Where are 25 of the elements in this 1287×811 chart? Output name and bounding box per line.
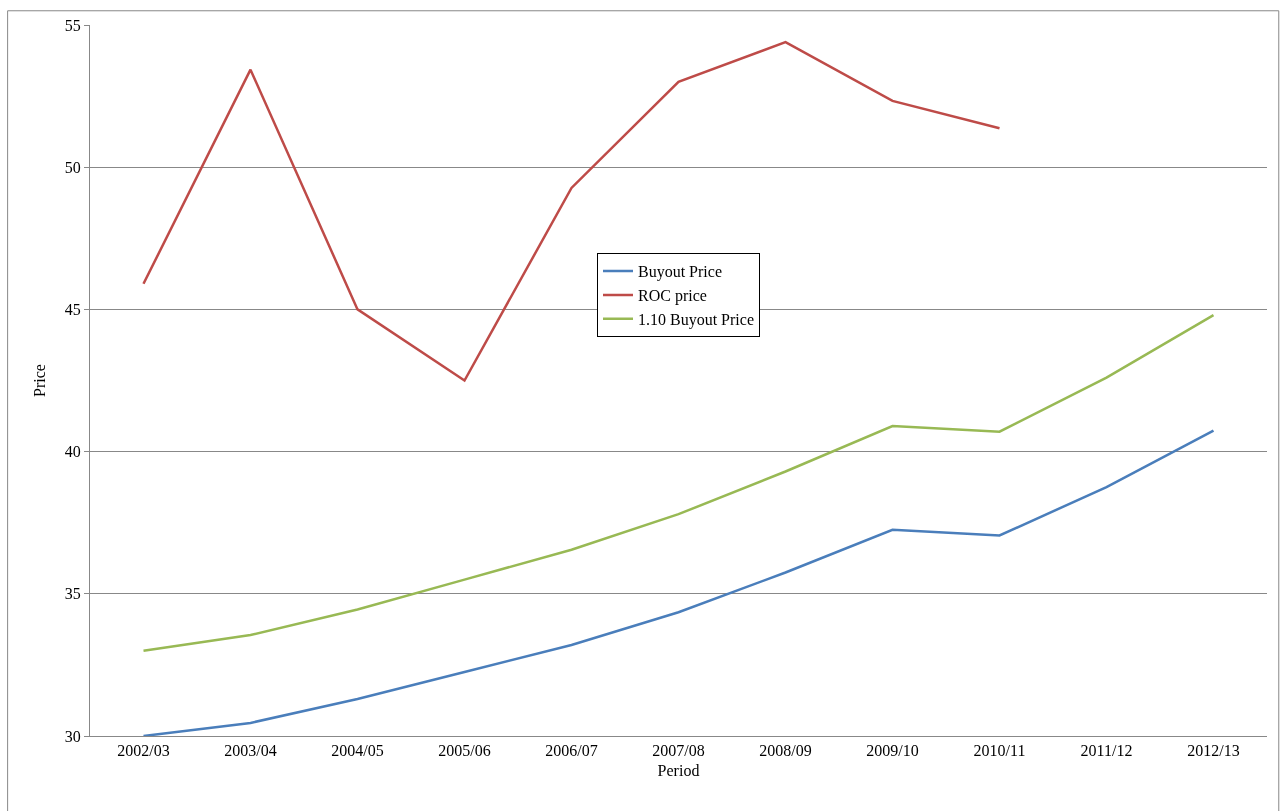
- legend-label: ROC price: [638, 287, 707, 306]
- legend-label: 1.10 Buyout Price: [638, 310, 754, 329]
- y-axis-title: Price: [30, 364, 48, 397]
- y-tick-label: 55: [64, 16, 81, 34]
- y-tick-label: 50: [64, 158, 81, 176]
- y-tick-label: 40: [64, 443, 81, 461]
- y-tick-label: 35: [64, 585, 81, 603]
- y-tick-label: 45: [64, 301, 81, 318]
- x-tick-label: 2005/06: [438, 742, 491, 760]
- line-series: [142, 313, 1215, 652]
- x-axis-title: Period: [657, 761, 700, 779]
- legend-label: Buyout Price: [638, 263, 722, 282]
- line-series: [142, 40, 1001, 382]
- x-tick-label: 2003/04: [224, 742, 277, 760]
- x-tick-label: 2011/12: [1080, 742, 1133, 760]
- x-tick-label: 2012/13: [1187, 742, 1240, 760]
- x-tick-label: 2007/08: [652, 742, 705, 760]
- line-series: [142, 429, 1215, 736]
- x-tick-label: 2002/03: [117, 742, 170, 760]
- x-tick-label: 2004/05: [331, 742, 384, 760]
- x-tick-label: 2008/09: [759, 742, 812, 760]
- x-tick-label: 2009/10: [866, 742, 919, 760]
- x-tick-label: 2010/11: [973, 742, 1026, 760]
- y-tick-label: 30: [64, 727, 81, 745]
- x-tick-label: 2006/07: [545, 742, 598, 760]
